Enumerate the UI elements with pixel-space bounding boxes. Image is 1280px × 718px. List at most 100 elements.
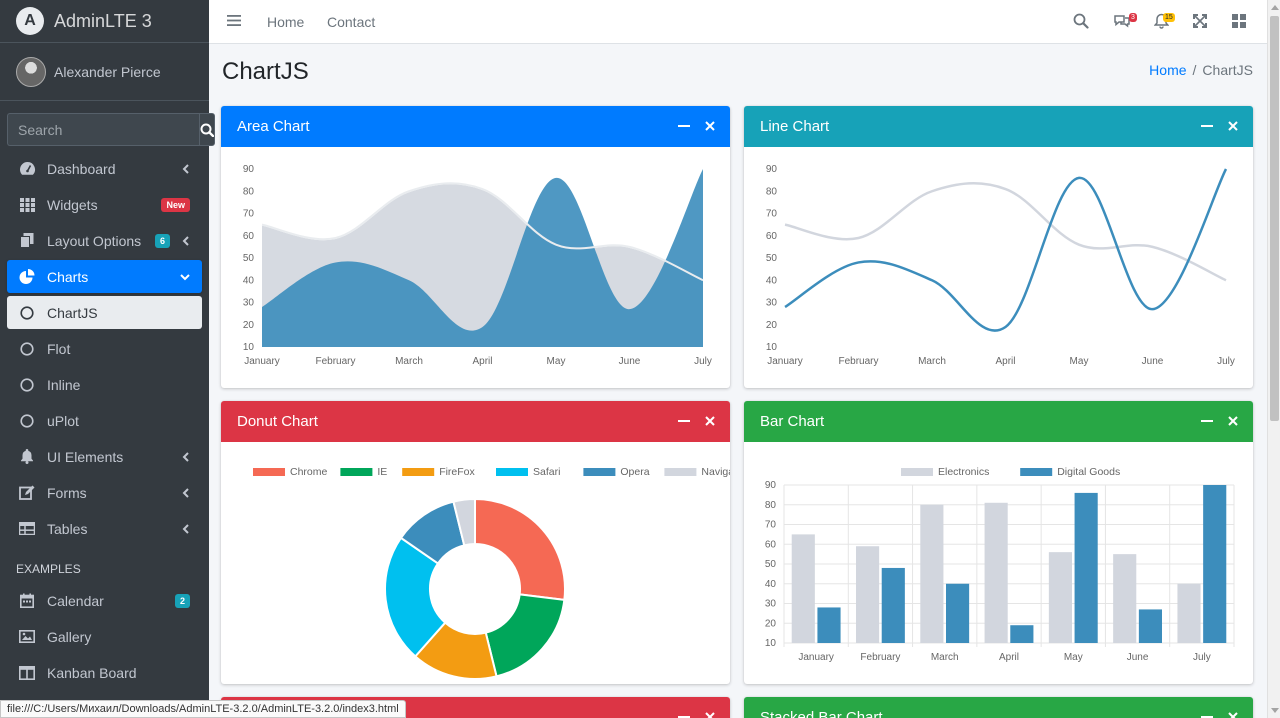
sidebar-item-label: Inline [47, 376, 81, 393]
y-tick-label: 20 [243, 320, 255, 331]
collapse-minus-icon[interactable] [1201, 710, 1213, 718]
sidebar-item-label: Layout Options [47, 232, 142, 249]
y-tick-label: 70 [765, 520, 777, 531]
sidebar-item-label: Dashboard [47, 160, 116, 177]
x-tick-label: June [619, 356, 641, 367]
sidebar-search-input[interactable] [7, 113, 199, 146]
nav-link-contact[interactable]: Contact [327, 14, 376, 30]
fullscreen-icon[interactable] [1193, 14, 1207, 33]
user-panel[interactable]: Alexander Pierce [0, 43, 209, 101]
y-tick-label: 60 [766, 231, 778, 242]
collapse-minus-icon[interactable] [678, 119, 690, 133]
sidebar-item-label: Forms [47, 484, 87, 501]
close-icon[interactable] [1227, 414, 1239, 428]
x-tick-label: May [1070, 356, 1089, 367]
navbar-search-icon[interactable] [1073, 13, 1089, 34]
chevron-left-icon [182, 523, 190, 534]
card-header: Line Chart [744, 106, 1253, 147]
sidebar-item-widgets[interactable]: Widgets New [7, 188, 202, 221]
bar [881, 567, 905, 643]
bar [817, 607, 841, 643]
scroll-up-arrow-icon[interactable] [1271, 5, 1279, 10]
y-tick-label: 60 [243, 231, 255, 242]
close-icon[interactable] [704, 710, 716, 718]
scroll-down-arrow-icon[interactable] [1271, 708, 1279, 713]
sidebar-item-label: Tables [47, 520, 88, 537]
y-tick-label: 50 [766, 253, 778, 264]
circle-icon [17, 413, 37, 428]
y-tick-label: 80 [243, 186, 255, 197]
brand-link[interactable]: A AdminLTE 3 [0, 0, 209, 43]
bar [1138, 609, 1162, 643]
legend-label: Digital Goods [1057, 466, 1120, 478]
collapse-minus-icon[interactable] [1201, 414, 1213, 428]
sidebar-item-inline[interactable]: Inline [7, 368, 202, 401]
y-tick-label: 80 [766, 186, 778, 197]
brand-logo-icon: A [16, 7, 44, 35]
sidebar-item-charts[interactable]: Charts [7, 260, 202, 293]
donut-slice [384, 536, 447, 658]
collapse-minus-icon[interactable] [678, 710, 690, 718]
x-tick-label: March [918, 356, 946, 367]
close-icon[interactable] [1227, 710, 1239, 718]
bar [984, 502, 1008, 643]
table-icon [17, 522, 37, 535]
bar [1010, 625, 1034, 643]
breadcrumb-separator: / [1192, 62, 1197, 78]
sidebar-item-calendar[interactable]: Calendar 2 [7, 584, 202, 617]
x-tick-label: February [860, 652, 900, 663]
y-tick-label: 40 [243, 275, 255, 286]
tree-icon [17, 449, 37, 464]
close-icon[interactable] [1227, 119, 1239, 133]
card-header: Area Chart [221, 106, 730, 147]
card-title: Donut Chart [237, 413, 318, 430]
close-icon[interactable] [704, 119, 716, 133]
sidebar-item-uplot[interactable]: uPlot [7, 404, 202, 437]
sidebar-item-chartjs[interactable]: ChartJS [7, 296, 202, 329]
browser-status-url: file:///C:/Users/Михаил/Downloads/AdminL… [0, 700, 406, 718]
sidebar-item-flot[interactable]: Flot [7, 332, 202, 365]
y-tick-label: 60 [765, 539, 777, 550]
legend-swatch [340, 468, 373, 476]
sidebar-item-gallery[interactable]: Gallery [7, 620, 202, 653]
page-title: ChartJS [222, 58, 309, 85]
sidebar-item-dashboard[interactable]: Dashboard [7, 152, 202, 185]
breadcrumb-home-link[interactable]: Home [1149, 62, 1187, 78]
y-tick-label: 50 [243, 253, 255, 264]
sidebar-item-layout-options[interactable]: Layout Options 6 [7, 224, 202, 257]
card-tools [678, 414, 716, 428]
hamburger-menu-icon[interactable] [227, 14, 241, 32]
x-tick-label: March [395, 356, 423, 367]
columns-icon [17, 665, 37, 680]
sidebar-item-tables[interactable]: Tables [7, 512, 202, 545]
y-tick-label: 70 [766, 209, 778, 220]
card-title: Stacked Bar Chart [760, 709, 883, 718]
chevron-down-icon [180, 273, 190, 281]
grid-icon [17, 197, 37, 212]
bar [920, 504, 944, 643]
scroll-thumb[interactable] [1270, 16, 1279, 421]
sidebar-item-kanban[interactable]: Kanban Board [7, 656, 202, 689]
sidebar-item-forms[interactable]: Forms [7, 476, 202, 509]
legend-label: Chrome [290, 466, 328, 478]
sidebar-item-ui-elements[interactable]: UI Elements [7, 440, 202, 473]
x-tick-label: April [999, 652, 1019, 663]
close-icon[interactable] [704, 414, 716, 428]
sidebar-header-examples: EXAMPLES [16, 562, 81, 576]
page-scrollbar[interactable] [1267, 0, 1280, 718]
collapse-minus-icon[interactable] [678, 414, 690, 428]
x-tick-label: April [472, 356, 492, 367]
y-tick-label: 80 [765, 500, 777, 511]
user-name[interactable]: Alexander Pierce [54, 63, 161, 80]
legend-swatch [664, 468, 697, 476]
y-tick-label: 10 [766, 342, 778, 353]
control-sidebar-icon[interactable] [1232, 14, 1246, 33]
stacked-bar-chart-card: Stacked Bar Chart [744, 697, 1253, 718]
nav-link-home[interactable]: Home [267, 14, 305, 30]
sidebar-item-label: Gallery [47, 628, 92, 645]
card-title: Line Chart [760, 118, 830, 135]
area-chart-card: Area Chart 10 20 30 40 50 60 70 80 90 January Febr… [221, 106, 730, 388]
collapse-minus-icon[interactable] [1201, 119, 1213, 133]
sidebar-item-label: ChartJS [47, 304, 98, 321]
sidebar-search-button[interactable] [199, 113, 215, 146]
